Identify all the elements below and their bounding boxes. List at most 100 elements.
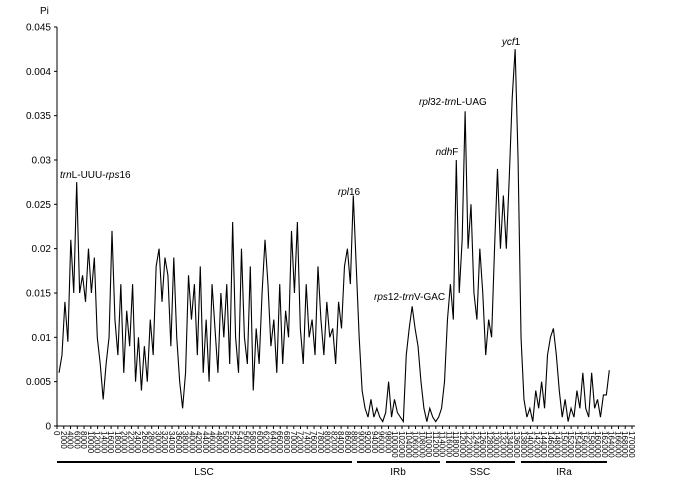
x-tick-label: 112000 — [431, 431, 440, 458]
x-tick-label: 30000 — [153, 431, 162, 454]
x-tick-label: 2000 — [59, 431, 68, 449]
x-tick-label: 164000 — [607, 431, 616, 458]
x-tick-label: 46000 — [208, 431, 217, 454]
x-tick-label: 50000 — [221, 431, 230, 454]
x-tick-label: 138000 — [519, 431, 528, 458]
x-tick-label: 154000 — [573, 431, 582, 458]
x-tick-label: 92000 — [363, 431, 372, 454]
x-tick-label: 152000 — [566, 431, 575, 458]
x-tick-label: 144000 — [539, 431, 548, 458]
x-tick-label: 166000 — [613, 431, 622, 458]
annotations: trnL-UUU-rps16rpl16rps12-trnV-GACndhFrpl… — [60, 37, 521, 303]
x-tick-label: 20000 — [120, 431, 129, 454]
x-tick-label: 160000 — [593, 431, 602, 458]
pi-line — [58, 49, 610, 424]
x-tick-label: 106000 — [411, 431, 420, 458]
y-tick-label: 0.035 — [26, 111, 51, 122]
x-tick-label: 82000 — [329, 431, 338, 454]
annotation-part: rps — [374, 292, 388, 303]
x-tick-label: 32000 — [160, 431, 169, 454]
x-tick-label: 4000 — [66, 431, 75, 449]
x-tick-label: 66000 — [275, 431, 284, 454]
x-tick-label: 156000 — [580, 431, 589, 458]
x-tick-label: 62000 — [262, 431, 271, 454]
x-tick-label: 126000 — [478, 431, 487, 458]
y-tick-label: 0.005 — [26, 377, 51, 388]
x-tick-label: 146000 — [546, 431, 555, 458]
x-tick-label: 36000 — [174, 431, 183, 454]
region-label: IRb — [390, 467, 406, 478]
x-tick-label: 98000 — [383, 431, 392, 454]
x-tick-label: 168000 — [620, 431, 629, 458]
x-tick-label: 18000 — [113, 431, 122, 454]
y-tick-label: 0 — [45, 422, 51, 433]
x-tick-label: 124000 — [471, 431, 480, 458]
x-tick-label: 114000 — [438, 431, 447, 458]
x-tick-label: 64000 — [268, 431, 277, 454]
x-tick-label: 8000 — [79, 431, 88, 449]
region-label: LSC — [194, 467, 213, 478]
x-tick-label: 28000 — [147, 431, 156, 454]
x-tick-label: 110000 — [424, 431, 433, 458]
x-tick-label: 70000 — [289, 431, 298, 454]
y-axis-label: Pi — [40, 6, 49, 17]
annotation-part: 16 — [349, 187, 361, 198]
x-tick-label: 10000 — [86, 431, 95, 454]
x-tick-label: 60000 — [255, 431, 264, 454]
annotation-part: F — [452, 147, 458, 158]
x-tick-label: 130000 — [492, 431, 501, 458]
annotation: ndhF — [436, 147, 459, 158]
x-tick-label: 24000 — [133, 431, 142, 454]
x-tick-label: 14000 — [99, 431, 108, 454]
x-tick-label: 78000 — [316, 431, 325, 454]
x-tick-label: 170000 — [627, 431, 636, 458]
x-tick-label: 0 — [52, 431, 61, 436]
x-tick-label: 150000 — [559, 431, 568, 458]
x-tick-label: 142000 — [532, 431, 541, 458]
x-tick-label: 118000 — [451, 431, 460, 458]
annotation-part: 12- — [388, 292, 402, 303]
x-tick-label: 96000 — [377, 431, 386, 454]
annotation-part: 32- — [430, 97, 444, 108]
x-tick-label: 38000 — [181, 431, 190, 454]
x-tick-label: 58000 — [248, 431, 257, 454]
annotation: rpl32-trnL-UAG — [419, 97, 487, 108]
x-tick-label: 134000 — [505, 431, 514, 458]
annotation: rps12-trnV-GAC — [374, 292, 445, 303]
x-tick-label: 72000 — [296, 431, 305, 454]
x-tick-label: 100000 — [390, 431, 399, 458]
x-tick-label: 148000 — [553, 431, 562, 458]
x-tick-label: 80000 — [323, 431, 332, 454]
annotation: ycf1 — [501, 37, 521, 48]
y-tick-label: 0.015 — [26, 289, 51, 300]
x-tick-label: 16000 — [106, 431, 115, 454]
x-tick-label: 90000 — [356, 431, 365, 454]
x-tick-label: 42000 — [194, 431, 203, 454]
x-tick-label: 26000 — [140, 431, 149, 454]
x-tick-label: 34000 — [167, 431, 176, 454]
x-tick-label: 54000 — [235, 431, 244, 454]
x-tick-label: 136000 — [512, 431, 521, 458]
x-tick-label: 44000 — [201, 431, 210, 454]
annotation-part: trn — [402, 292, 414, 303]
annotation-part: 1 — [515, 37, 521, 48]
x-tick-label: 52000 — [228, 431, 237, 454]
x-tick-label: 48000 — [214, 431, 223, 454]
y-tick-label: 0.025 — [26, 200, 51, 211]
x-tick-label: 140000 — [526, 431, 535, 458]
x-tick-label: 116000 — [444, 431, 453, 458]
x-tick-label: 84000 — [336, 431, 345, 454]
x-tick-label: 68000 — [282, 431, 291, 454]
x-tick-label: 74000 — [302, 431, 311, 454]
annotation-part: L-UAG — [456, 97, 487, 108]
annotation-part: 16 — [119, 170, 131, 181]
x-tick-label: 6000 — [72, 431, 81, 449]
x-tick-label: 88000 — [350, 431, 359, 454]
y-tick-label: 0.045 — [26, 23, 51, 34]
annotation-part: rpl — [419, 97, 431, 108]
y-tick-label: 0.01 — [32, 333, 52, 344]
annotation-part: rps — [106, 170, 120, 181]
x-tick-label: 108000 — [417, 431, 426, 458]
x-tick-label: 40000 — [187, 431, 196, 454]
x-tick-label: 162000 — [600, 431, 609, 458]
